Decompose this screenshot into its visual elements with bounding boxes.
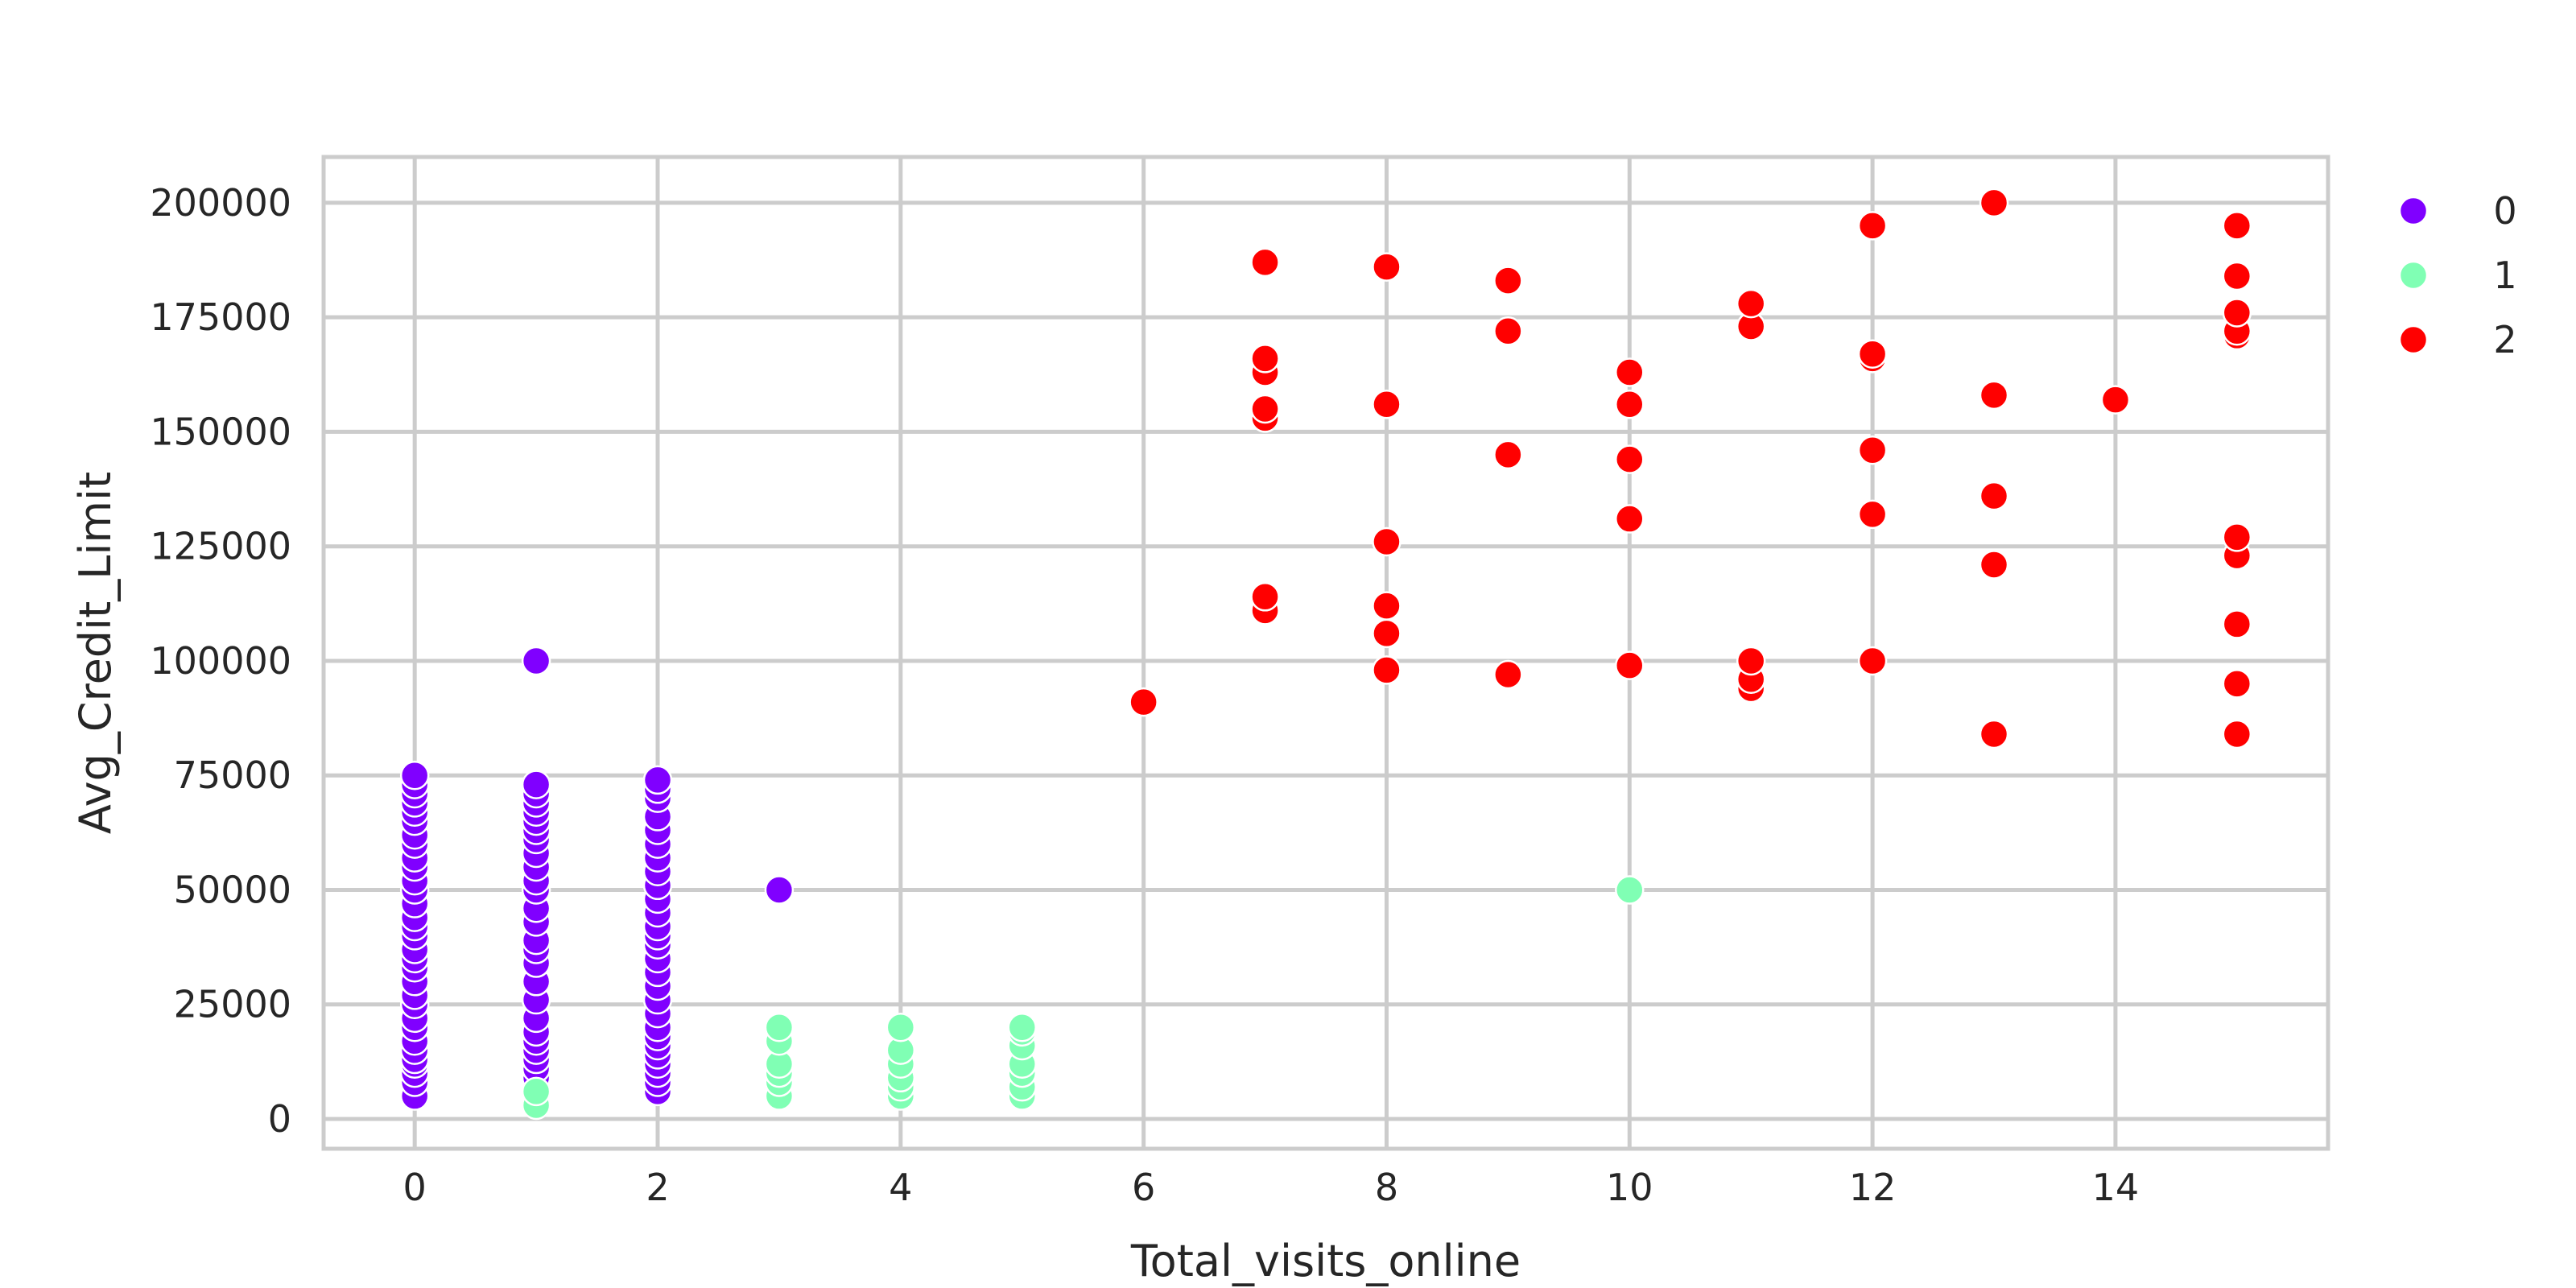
legend-label-0: 0 <box>2493 189 2516 233</box>
data-point-cluster-2 <box>2222 609 2252 639</box>
x-tick-label: 10 <box>1606 1166 1653 1209</box>
data-point-cluster-2 <box>1493 316 1523 346</box>
legend-label-1: 1 <box>2493 254 2516 297</box>
data-point-cluster-2 <box>2222 298 2252 328</box>
y-tick-label: 0 <box>268 1097 291 1141</box>
x-tick-label: 2 <box>646 1166 669 1209</box>
data-point-cluster-2 <box>1979 188 2009 218</box>
data-point-cluster-2 <box>1250 394 1280 424</box>
data-point-cluster-2 <box>1250 247 1280 278</box>
y-tick-label: 150000 <box>150 410 291 453</box>
data-point-cluster-0 <box>521 770 551 799</box>
data-point-cluster-2 <box>1979 719 2009 749</box>
plot-frame <box>321 155 2330 1151</box>
data-point-cluster-2 <box>2222 261 2252 291</box>
data-point-cluster-2 <box>1372 390 1402 419</box>
data-point-cluster-2 <box>1250 582 1280 612</box>
data-point-cluster-2 <box>1493 440 1523 470</box>
y-tick-label: 125000 <box>150 525 291 568</box>
data-point-cluster-2 <box>1615 650 1645 680</box>
y-tick-label: 75000 <box>174 753 291 797</box>
data-point-cluster-2 <box>1979 380 2009 411</box>
data-point-cluster-2 <box>1372 252 1402 282</box>
data-point-cluster-2 <box>1857 499 1888 530</box>
data-point-cluster-2 <box>1857 211 1888 241</box>
data-point-cluster-2 <box>1615 444 1645 474</box>
data-point-cluster-2 <box>1736 646 1766 676</box>
legend-label-2: 2 <box>2493 318 2516 361</box>
y-tick-label: 50000 <box>174 868 291 911</box>
data-point-cluster-2 <box>1493 659 1523 690</box>
data-point-cluster-0 <box>399 760 430 791</box>
x-tick-label: 6 <box>1132 1166 1155 1209</box>
y-tick-label: 175000 <box>150 295 291 339</box>
data-point-cluster-2 <box>1372 526 1402 557</box>
y-tick-label: 100000 <box>150 639 291 683</box>
legend-marker-2 <box>2398 324 2429 355</box>
data-point-cluster-0 <box>642 765 673 795</box>
legend-marker-1 <box>2398 260 2429 291</box>
grid-lines <box>324 157 2328 1149</box>
data-points <box>399 188 2252 1121</box>
data-point-cluster-0 <box>521 646 551 676</box>
x-tick-label: 12 <box>1849 1166 1897 1209</box>
y-axis-ticks: 0 25000 50000 75000 100000 125000 150000 175000… <box>150 181 291 1141</box>
data-point-cluster-2 <box>1372 655 1402 685</box>
data-point-cluster-2 <box>2100 385 2131 415</box>
data-point-cluster-1 <box>886 1012 916 1042</box>
data-point-cluster-0 <box>764 875 795 905</box>
x-axis-ticks: 0 2 4 6 8 10 12 14 <box>403 1166 2140 1209</box>
data-point-cluster-2 <box>1979 481 2009 511</box>
data-point-cluster-2 <box>1615 390 1645 419</box>
data-point-cluster-2 <box>1615 504 1645 534</box>
x-tick-label: 4 <box>889 1166 912 1209</box>
data-point-cluster-2 <box>1372 618 1402 649</box>
x-axis-title: Total_visits_online <box>1130 1236 1521 1286</box>
y-tick-label: 200000 <box>150 181 291 225</box>
y-tick-label: 25000 <box>174 983 291 1026</box>
x-tick-label: 14 <box>2092 1166 2140 1209</box>
data-point-cluster-1 <box>521 1076 551 1107</box>
data-point-cluster-2 <box>2222 719 2252 749</box>
data-point-cluster-2 <box>1857 435 1888 465</box>
data-point-cluster-2 <box>1372 591 1402 621</box>
data-point-cluster-2 <box>1129 687 1158 717</box>
data-point-cluster-2 <box>1857 339 1888 369</box>
data-point-cluster-1 <box>1007 1012 1037 1042</box>
data-point-cluster-2 <box>1736 288 1766 319</box>
legend: 0 1 2 <box>2398 189 2517 361</box>
y-axis-title: Avg_Credit_Limit <box>70 472 121 834</box>
data-point-cluster-2 <box>1979 550 2009 580</box>
data-point-cluster-2 <box>1250 344 1280 374</box>
legend-marker-0 <box>2398 196 2429 226</box>
data-point-cluster-2 <box>1615 357 1645 387</box>
data-point-cluster-1 <box>764 1012 795 1042</box>
data-point-cluster-2 <box>2222 522 2252 552</box>
data-point-cluster-2 <box>1493 266 1523 295</box>
data-point-cluster-1 <box>1615 875 1645 905</box>
x-tick-label: 8 <box>1375 1166 1398 1209</box>
data-point-cluster-2 <box>1857 646 1888 676</box>
data-point-cluster-2 <box>2222 211 2252 241</box>
data-point-cluster-2 <box>2222 669 2252 699</box>
x-tick-label: 0 <box>403 1166 427 1209</box>
